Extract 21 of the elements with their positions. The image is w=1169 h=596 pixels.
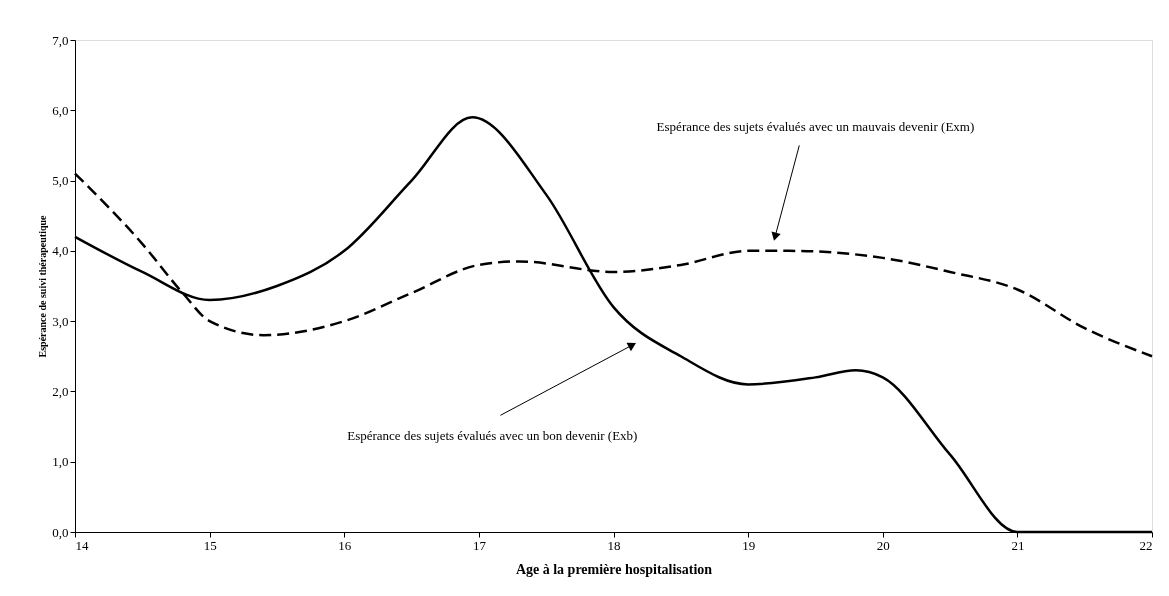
x-tick-label: 18 [607,537,621,553]
y-tick-label: 4,0 [52,243,69,259]
annotation: Espérance des sujets évalués avec un mauvais devenir (Exm) [656,119,975,135]
x-tick-label: 22 [1139,537,1153,553]
y-tick-label: 1,0 [52,454,69,470]
x-tick-label: 17 [472,537,487,553]
y-tick-label: 6,0 [52,102,69,118]
annotation: Espérance des sujets évalués avec un bon devenir (Exb) [347,427,638,443]
x-tick-label: 14 [75,537,89,553]
y-tick-label: 2,0 [52,383,69,399]
x-tick-label: 20 [876,537,890,553]
x-tick-label: 15 [203,537,217,553]
x-axis-title: Age à la première hospitalisation [515,561,713,577]
x-tick-label: 21 [1011,537,1025,553]
y-axis-title: Espérance de suivi thérapeutique [37,214,49,358]
y-tick-label: 0,0 [52,524,69,540]
x-tick-label: 16 [338,537,352,553]
y-tick-label: 3,0 [52,313,69,329]
y-tick-label: 5,0 [52,173,69,189]
y-tick-label: 7,0 [52,32,69,48]
x-tick-label: 19 [742,537,756,553]
